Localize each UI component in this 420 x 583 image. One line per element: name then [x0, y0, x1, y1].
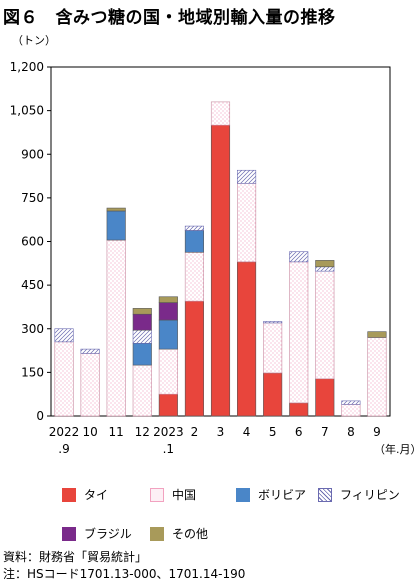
y-tick-label: 1,050: [10, 104, 44, 118]
bar-segment: [158, 296, 178, 303]
bar-segment: [106, 210, 126, 241]
y-tick-label: 600: [21, 235, 44, 249]
x-tick-label: 6: [295, 425, 303, 439]
legend-label: 中国: [172, 488, 197, 502]
y-tick-label: 300: [21, 322, 44, 336]
bar-segment: [132, 308, 152, 315]
bar-segment: [184, 251, 204, 302]
legend-swatch: [62, 487, 76, 502]
bar-segment: [289, 251, 309, 263]
bar-segment: [237, 261, 257, 417]
bar-segment: [158, 302, 178, 321]
x-tick-label: 11: [109, 425, 124, 439]
x-tick-label: 2: [191, 425, 199, 439]
bar-segment: [158, 348, 178, 395]
bar-chart: 0 150 300 450 600 750 900 1,050 1,200 2022 .9 10 11 1…: [10, 60, 391, 456]
bar-segment: [184, 230, 204, 253]
bar-segment: [54, 328, 74, 343]
bar-segment: [210, 124, 231, 417]
bar-segment: [106, 239, 126, 417]
bar-segment: [315, 260, 335, 268]
bar-segment: [80, 353, 100, 417]
x-tick-label: .1: [163, 442, 174, 456]
chart-title: 図６ 含みつ糖の国・地域別輸入量の推移: [3, 8, 336, 28]
bar-segment: [367, 331, 387, 338]
legend-label: フィリピン: [340, 488, 400, 502]
x-tick-label: 2022: [49, 425, 80, 439]
bar-segment: [132, 364, 152, 417]
bar-segment: [315, 266, 335, 272]
legend-swatch: [150, 526, 164, 541]
bar-segment: [184, 300, 204, 417]
bar-segment: [132, 342, 152, 366]
legend-swatch: [62, 526, 76, 541]
x-tick-label: 7: [321, 425, 329, 439]
bar-segment: [158, 393, 178, 417]
x-tick-label: 4: [243, 425, 251, 439]
bar-segment: [263, 322, 283, 374]
legend-item-brazil: ブラジル: [62, 525, 132, 542]
x-axis-unit: （年.月）: [374, 443, 420, 456]
bar-segment: [80, 348, 100, 354]
y-tick-label: 1,200: [10, 60, 44, 74]
bar-segment: [237, 169, 257, 184]
y-axis-unit: （トン）: [12, 34, 56, 47]
x-tick-label: 2023: [153, 425, 184, 439]
legend-label: タイ: [84, 488, 109, 502]
legend-item-philippines: フィリピン: [318, 486, 400, 503]
legend-swatch: [150, 487, 164, 502]
note-text: 注：HSコード1701.13-000、1701.14-190: [3, 567, 246, 581]
bar-segment: [184, 225, 204, 231]
x-tick-label: 9: [373, 425, 381, 439]
x-tick-label: 5: [269, 425, 277, 439]
x-tick-label: 12: [135, 425, 150, 439]
bar-segment: [106, 207, 126, 212]
legend-label: その他: [172, 527, 209, 541]
bar-segment: [237, 183, 257, 263]
legend-swatch: [236, 487, 250, 502]
legend-item-thai: タイ: [62, 486, 108, 503]
bar-segment: [289, 261, 309, 404]
x-tick-label: 8: [347, 425, 355, 439]
legend-item-china: 中国: [150, 486, 196, 503]
bar-segment: [158, 319, 178, 350]
source-text: 資料：財務省「貿易統計」: [3, 550, 148, 564]
legend-label: ボリビア: [258, 488, 307, 502]
legend-item-other: その他: [150, 525, 208, 542]
bar-segment: [289, 402, 309, 417]
bar-segment: [263, 321, 283, 324]
bar-segment: [341, 400, 361, 405]
y-tick-label: 900: [21, 147, 44, 161]
x-tick-label: 3: [217, 425, 225, 439]
bar-segment: [367, 337, 387, 417]
bar-segment: [132, 329, 152, 344]
y-tick-label: 0: [36, 409, 44, 423]
bar-segment: [341, 404, 361, 417]
legend-swatch: [318, 487, 332, 502]
bar-segment: [210, 101, 231, 126]
bar-segment: [263, 372, 283, 417]
bar-segment: [315, 378, 335, 417]
bar-segment: [315, 270, 335, 380]
y-tick-label: 450: [21, 278, 44, 292]
bar-segment: [54, 341, 74, 417]
bar-segment: [132, 313, 152, 331]
legend-item-bolivia: ボリビア: [236, 486, 306, 503]
legend-label: ブラジル: [84, 527, 132, 541]
x-tick-label: 10: [82, 425, 97, 439]
x-tick-label: .9: [58, 442, 69, 456]
y-tick-label: 750: [21, 191, 44, 205]
y-tick-label: 150: [21, 365, 44, 379]
